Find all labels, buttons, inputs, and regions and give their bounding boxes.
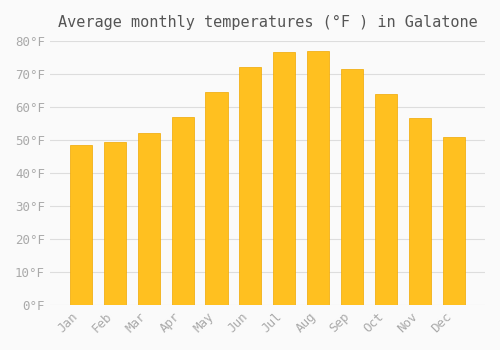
Bar [70, 145, 92, 305]
Bar [375, 94, 398, 305]
Bar [274, 52, 295, 305]
Bar [342, 69, 363, 305]
Bar [240, 67, 262, 305]
Bar [308, 51, 330, 305]
Bar [172, 117, 194, 305]
Bar [104, 142, 126, 305]
Bar [443, 136, 465, 305]
Bar [409, 119, 432, 305]
Title: Average monthly temperatures (°F ) in Galatone: Average monthly temperatures (°F ) in Ga… [58, 15, 478, 30]
Bar [138, 133, 160, 305]
Bar [206, 92, 228, 305]
